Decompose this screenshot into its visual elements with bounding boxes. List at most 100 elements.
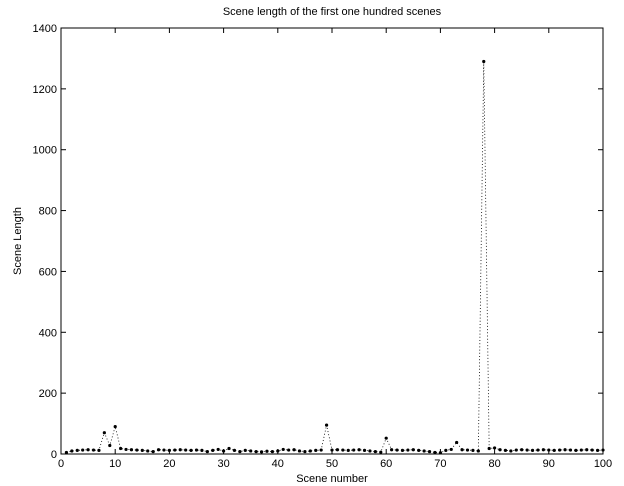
y-tick-label: 1400 bbox=[33, 23, 57, 35]
y-tick-label: 200 bbox=[39, 388, 57, 400]
data-point bbox=[400, 448, 405, 452]
data-point bbox=[205, 449, 209, 454]
data-point bbox=[232, 448, 237, 452]
data-point bbox=[552, 448, 556, 452]
x-tick-label: 80 bbox=[488, 458, 500, 470]
data-point bbox=[238, 449, 242, 454]
data-point bbox=[91, 448, 96, 452]
data-point bbox=[81, 448, 85, 452]
data-point bbox=[227, 446, 231, 451]
data-point bbox=[525, 448, 529, 452]
chart-title: Scene length of the first one hundred sc… bbox=[223, 6, 442, 18]
y-tick-label: 400 bbox=[39, 327, 57, 339]
data-point bbox=[476, 449, 480, 453]
data-point bbox=[303, 449, 307, 454]
data-point bbox=[395, 448, 399, 452]
data-point bbox=[433, 450, 437, 455]
data-point bbox=[509, 449, 513, 453]
x-tick-label: 70 bbox=[434, 458, 446, 470]
data-point bbox=[297, 449, 302, 453]
data-point bbox=[216, 447, 220, 452]
data-point bbox=[411, 448, 415, 452]
data-point bbox=[146, 449, 150, 453]
series-line-layer bbox=[66, 61, 604, 454]
data-point bbox=[86, 448, 90, 452]
x-tick-label: 30 bbox=[217, 458, 229, 470]
data-point bbox=[579, 448, 583, 452]
data-point bbox=[324, 423, 329, 427]
data-point bbox=[498, 448, 502, 452]
data-point bbox=[281, 447, 285, 452]
data-point bbox=[493, 446, 497, 450]
data-point bbox=[357, 448, 361, 452]
data-point bbox=[574, 448, 578, 452]
data-point bbox=[270, 449, 274, 454]
data-point bbox=[406, 448, 410, 452]
data-point bbox=[471, 448, 475, 452]
data-point bbox=[558, 448, 562, 452]
data-point bbox=[568, 448, 573, 452]
data-point bbox=[346, 448, 350, 452]
data-point bbox=[162, 448, 166, 452]
data-point bbox=[259, 450, 264, 454]
data-point bbox=[292, 448, 296, 452]
y-tick-label: 1000 bbox=[33, 145, 57, 157]
data-point bbox=[563, 448, 567, 452]
data-point bbox=[113, 425, 117, 429]
data-point bbox=[319, 448, 323, 452]
data-point bbox=[520, 448, 524, 452]
data-point bbox=[287, 448, 291, 452]
data-point bbox=[438, 451, 442, 455]
data-point bbox=[211, 448, 215, 452]
x-tick-label: 40 bbox=[272, 458, 284, 470]
x-tick-label: 0 bbox=[58, 458, 64, 470]
data-point bbox=[601, 448, 605, 452]
data-point bbox=[417, 448, 421, 452]
data-point bbox=[140, 448, 144, 452]
y-tick-label: 800 bbox=[39, 206, 57, 218]
data-point bbox=[97, 448, 101, 452]
x-tick-label: 20 bbox=[163, 458, 175, 470]
data-point bbox=[341, 448, 345, 452]
data-point bbox=[108, 443, 112, 448]
data-point bbox=[373, 449, 377, 454]
x-tick-label: 50 bbox=[326, 458, 338, 470]
data-point bbox=[352, 448, 356, 452]
data-point bbox=[254, 449, 258, 454]
data-point bbox=[135, 448, 139, 452]
data-points-layer bbox=[64, 59, 605, 455]
x-tick-label: 10 bbox=[109, 458, 121, 470]
data-point bbox=[362, 448, 367, 452]
data-point bbox=[265, 449, 269, 453]
data-point bbox=[487, 446, 491, 451]
data-point bbox=[200, 448, 204, 452]
x-tick-label: 100 bbox=[594, 458, 612, 470]
data-point bbox=[590, 448, 594, 452]
data-point bbox=[585, 448, 589, 452]
data-point bbox=[249, 449, 253, 453]
data-point bbox=[444, 448, 448, 452]
data-point bbox=[514, 448, 518, 452]
data-point bbox=[536, 448, 540, 452]
data-point bbox=[330, 448, 334, 452]
x-axis-label: Scene number bbox=[296, 473, 368, 485]
data-point bbox=[156, 448, 161, 452]
data-point bbox=[541, 448, 545, 452]
y-tick-label: 0 bbox=[51, 449, 57, 461]
data-point bbox=[124, 447, 128, 452]
data-point bbox=[222, 449, 226, 453]
data-point bbox=[314, 448, 318, 452]
data-point bbox=[102, 431, 106, 435]
x-tick-label: 60 bbox=[380, 458, 392, 470]
data-point bbox=[379, 450, 383, 454]
data-point bbox=[384, 436, 388, 440]
data-point bbox=[427, 449, 432, 454]
data-point bbox=[503, 448, 508, 452]
data-point bbox=[75, 448, 79, 452]
data-point bbox=[368, 449, 372, 453]
data-point bbox=[167, 448, 171, 452]
data-point bbox=[390, 448, 394, 452]
y-tick-label: 1200 bbox=[33, 84, 57, 96]
y-tick-label: 600 bbox=[39, 266, 57, 278]
